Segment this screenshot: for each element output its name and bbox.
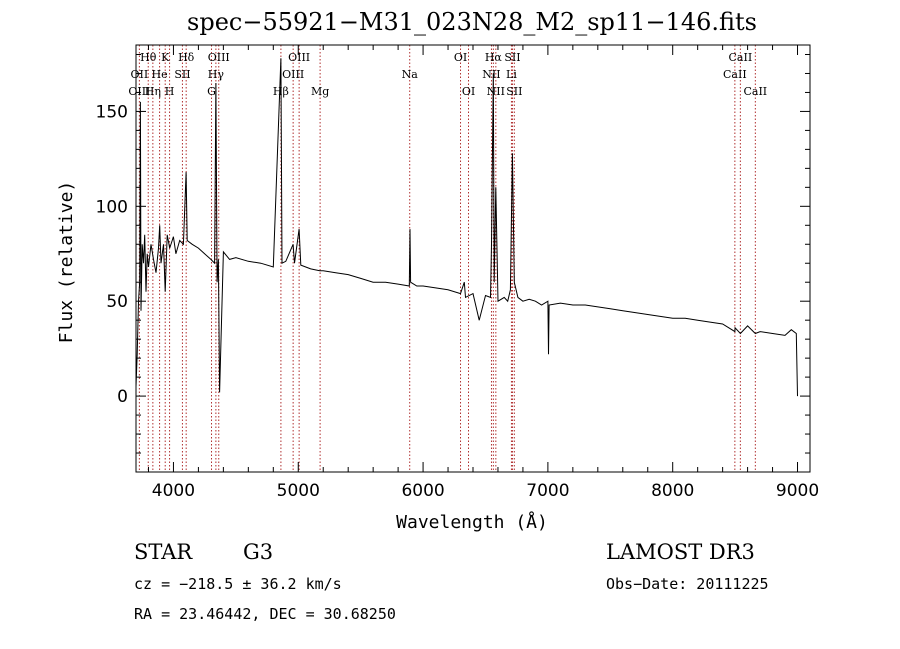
x-axis-label: Wavelength (Å)	[396, 511, 548, 533]
line-label-24: SII	[506, 85, 522, 98]
plot-frame	[135, 44, 811, 473]
line-label-18: OI	[462, 85, 475, 98]
line-label-17: OI	[454, 51, 467, 64]
observation-date: Obs−Date: 20111225	[606, 575, 769, 593]
y-tick-label: 100	[96, 197, 128, 217]
line-label-7: SII	[174, 68, 190, 81]
y-tick-label: 150	[96, 102, 128, 122]
line-label-22: Li	[506, 68, 517, 81]
line-label-0: Hθ	[140, 51, 157, 64]
y-axis-ticks: 0 50 100 150	[96, 53, 810, 473]
object-class: STAR	[134, 540, 193, 564]
survey-name: LAMOST DR3	[606, 540, 755, 564]
x-tick-label: 5000	[277, 481, 320, 501]
chart-title: spec−55921−M31_023N28_M2_sp11−146.fits	[187, 8, 757, 36]
line-label-9: OIII	[208, 51, 230, 64]
y-tick-label: 50	[106, 292, 128, 312]
object-subclass: G3	[243, 540, 273, 564]
coordinates: RA = 23.46442, DEC = 30.68250	[134, 605, 396, 623]
line-label-2: OIII	[128, 85, 150, 98]
line-label-6: Hδ	[178, 51, 195, 64]
x-tick-label: 8000	[651, 481, 694, 501]
x-tick-label: 4000	[152, 481, 195, 501]
line-label-15: Mg	[311, 85, 329, 98]
y-axis-label: Flux (relative)	[56, 181, 77, 344]
line-label-19: Hα	[485, 51, 503, 64]
flux-series-line	[135, 58, 798, 397]
line-label-27: CaII	[743, 85, 767, 98]
x-tick-label: 9000	[776, 481, 819, 501]
redshift-cz: cz = −218.5 ± 36.2 km/s	[134, 575, 342, 593]
line-label-1: OII	[131, 68, 149, 81]
x-tick-label: 7000	[526, 481, 569, 501]
line-label-25: CaII	[729, 51, 753, 64]
line-label-12: OIII	[288, 51, 310, 64]
line-label-10: Hγ	[208, 68, 225, 81]
line-label-11: G	[207, 85, 216, 98]
x-tick-label: 6000	[401, 481, 444, 501]
y-tick-label: 0	[117, 387, 128, 407]
line-label-13: OIII	[282, 68, 304, 81]
line-label-26: CaII	[723, 68, 747, 81]
x-axis-ticks: 4000 5000 6000 7000 8000 9000	[147, 45, 819, 501]
line-label-20: SII	[504, 51, 520, 64]
line-label-8: H	[165, 85, 175, 98]
line-label-16: Na	[402, 68, 419, 81]
line-label-21: NII	[482, 68, 500, 81]
line-label-5: Hη	[145, 85, 161, 98]
line-label-3: K	[161, 51, 170, 64]
line-label-23: NII	[487, 85, 505, 98]
line-label-4: He	[152, 68, 168, 81]
